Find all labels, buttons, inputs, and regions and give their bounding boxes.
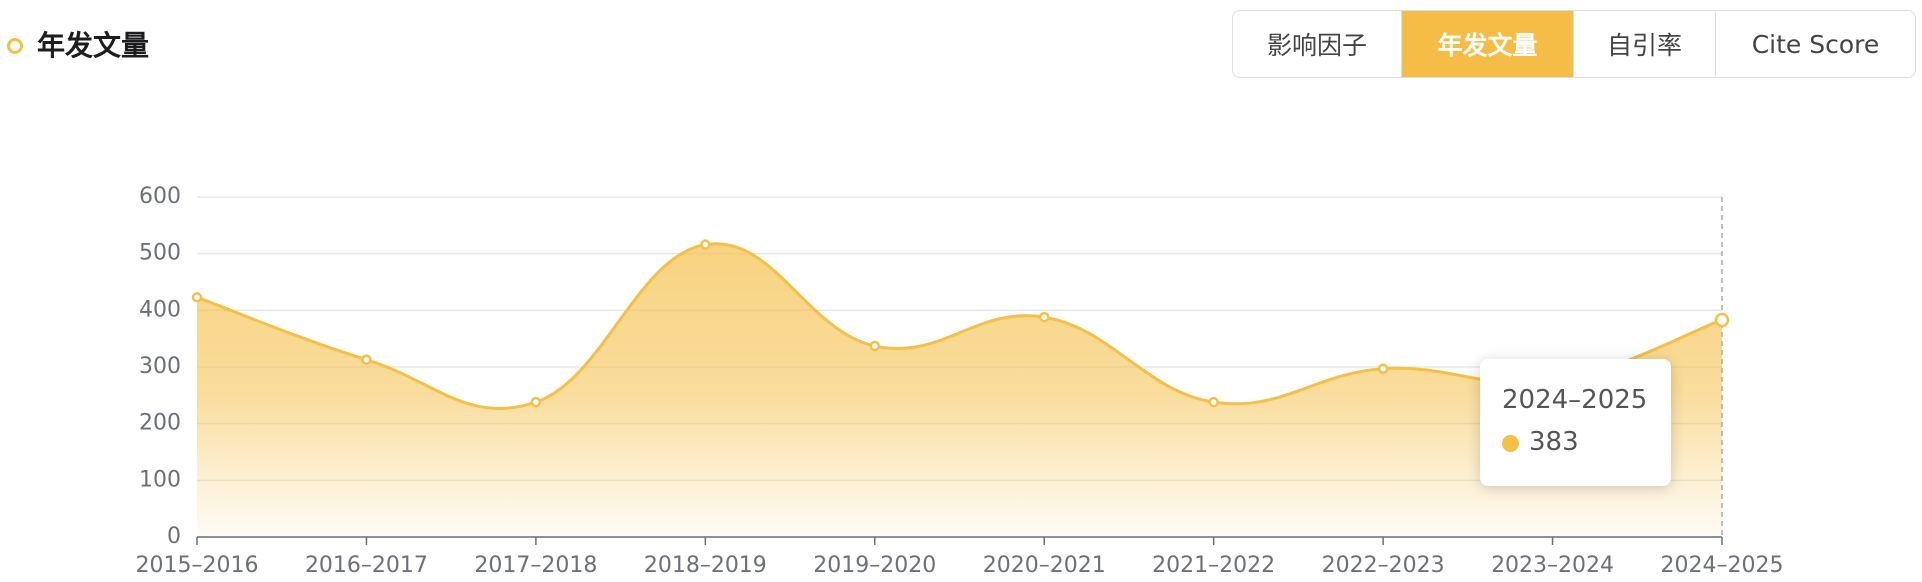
point: [1714, 312, 1730, 328]
area: [197, 243, 1722, 537]
point: [1377, 363, 1389, 374]
x-tick-label: 2022–2023: [1322, 553, 1445, 578]
title-marker: [7, 38, 23, 54]
tab[interactable]: 影响因子: [1266, 31, 1367, 60]
x-tick-label: 2024–2025: [1661, 553, 1784, 578]
x-tick-label: 2021–2022: [1152, 553, 1275, 578]
point: [361, 354, 372, 365]
point: [191, 292, 203, 303]
tooltip-swatch: [1502, 435, 1519, 452]
tab[interactable]: 年发文量: [1401, 11, 1573, 77]
x-tick-label: 2019–2020: [813, 553, 936, 578]
x-tick-label: 2015–2016: [136, 553, 259, 578]
point: [1038, 311, 1050, 323]
x-tick-label: 2017–2018: [474, 553, 597, 578]
y-tick-label: 500: [139, 241, 181, 266]
point: [1208, 396, 1219, 408]
y-tick-label: 100: [139, 467, 181, 492]
point: [700, 239, 711, 250]
tab[interactable]: 自引率: [1573, 11, 1715, 77]
point: [869, 340, 881, 352]
x-tick-label: 2016–2017: [305, 553, 428, 578]
tab-group: 影响因子 年发文量 自引率 Cite Score: [1232, 10, 1916, 78]
line: [196, 242, 1723, 411]
y-tick-label: 300: [139, 354, 181, 379]
x-tick-label: 2023–2024: [1491, 553, 1614, 578]
y-tick-label: 400: [139, 297, 181, 322]
y-tick-label: 0: [167, 524, 181, 549]
tooltip-category: 2024–2025: [1502, 385, 1648, 415]
tooltip: 2024–2025 383: [1480, 359, 1671, 486]
tooltip-value: 383: [1529, 427, 1579, 457]
x-tick-label: 2018–2019: [644, 553, 767, 578]
x-tick-label: 2020–2021: [983, 553, 1106, 578]
y-tick-label: 600: [139, 184, 181, 209]
tab[interactable]: Cite Score: [1715, 11, 1915, 77]
point: [530, 396, 542, 408]
section-title: 年发文量: [37, 29, 150, 62]
y-tick-label: 200: [139, 411, 181, 436]
